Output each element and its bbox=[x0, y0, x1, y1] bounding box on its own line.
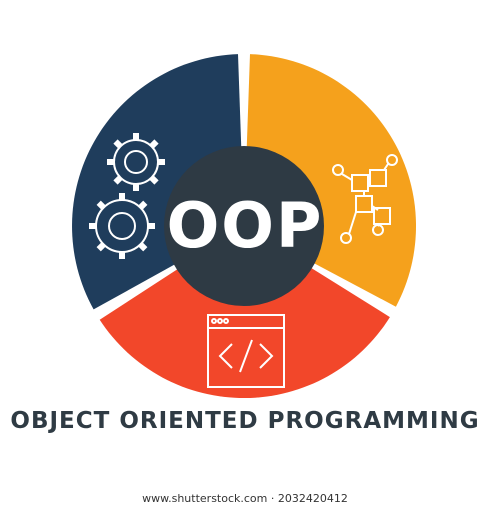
gear-tooth bbox=[113, 139, 123, 149]
gears-icon bbox=[89, 133, 165, 259]
code-window-icon bbox=[207, 314, 285, 388]
gear-tooth bbox=[96, 242, 106, 252]
diagram-caption: OBJECT ORIENTED PROGRAMMING bbox=[10, 408, 480, 434]
gear-tooth bbox=[138, 242, 148, 252]
center-disc bbox=[164, 146, 324, 306]
gear-tooth bbox=[138, 200, 148, 210]
image-credit: www.shutterstock.com · 2032420412 bbox=[142, 492, 348, 505]
flowchart-icon bbox=[332, 154, 398, 244]
gear-tooth bbox=[149, 175, 159, 185]
gear-tooth bbox=[149, 139, 159, 149]
center-title: OOP bbox=[166, 189, 324, 262]
segment-code-window bbox=[99, 226, 390, 399]
gear-tooth bbox=[96, 200, 106, 210]
gear-tooth bbox=[113, 175, 123, 185]
